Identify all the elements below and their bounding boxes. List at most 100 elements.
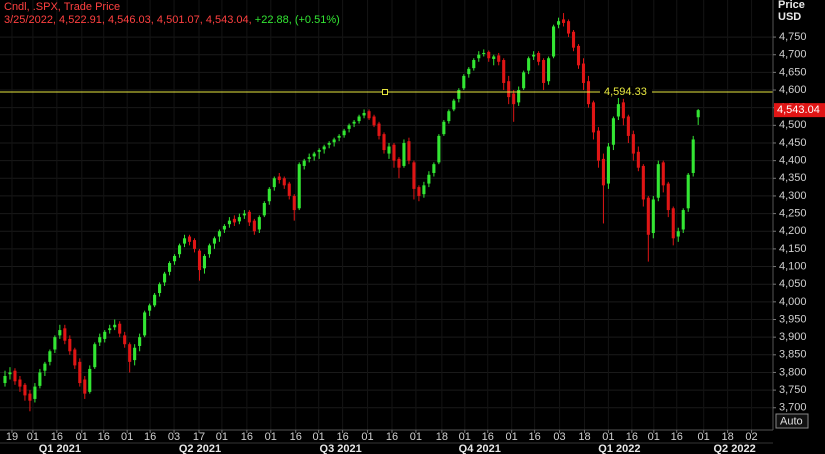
candle-body xyxy=(28,393,32,401)
candle-body xyxy=(138,337,142,346)
candle-body xyxy=(591,102,596,133)
y-tick-label: 4,750 xyxy=(779,31,807,43)
candle-body xyxy=(507,81,511,98)
candle-body xyxy=(23,384,27,396)
candle-body xyxy=(681,210,685,230)
candle-body xyxy=(38,372,42,386)
x-tick-label: 16 xyxy=(386,431,398,443)
candle-body xyxy=(322,146,326,150)
candle-body xyxy=(651,199,655,234)
x-axis: 19 01 16 01 16 01 16 03 17 01 16 01 16 01 16 01 16 01 18 01… xyxy=(6,430,758,454)
candle-body xyxy=(517,90,521,103)
legend-change: +22.88, (+0.51%) xyxy=(255,14,340,26)
candle-body xyxy=(247,211,251,223)
candle-body xyxy=(352,121,356,124)
y-tick-label: 4,200 xyxy=(779,225,807,237)
candle-body xyxy=(292,195,296,211)
auto-button-label[interactable]: Auto xyxy=(780,415,803,427)
candle-body xyxy=(676,231,680,237)
candle-body xyxy=(128,344,132,362)
candle-body xyxy=(217,231,221,237)
reference-label: 4,594.33 xyxy=(604,86,647,98)
candle-body xyxy=(212,238,216,244)
quarter-label: Q3 2021 xyxy=(320,443,362,454)
x-tick-label: 01 xyxy=(361,431,373,443)
candle-body xyxy=(307,157,311,159)
candle-body xyxy=(387,146,391,154)
legend-line: 3/25/2022, 4,522.91, 4,546.03, 4,501.07,… xyxy=(4,14,340,26)
candle-body xyxy=(397,158,401,168)
y-tick-label: 3,850 xyxy=(779,349,807,361)
candle-body xyxy=(158,284,162,294)
candle-body xyxy=(108,328,112,331)
candle-body xyxy=(462,75,466,89)
candle-body xyxy=(232,218,236,223)
candle-body xyxy=(177,245,182,255)
candle-body xyxy=(671,208,675,239)
candle-body xyxy=(18,379,22,387)
x-tick-label: 02 xyxy=(745,431,757,443)
candle-body xyxy=(666,183,670,211)
candle-body xyxy=(98,337,102,343)
y-tick-label: 4,400 xyxy=(779,155,807,167)
candle-body xyxy=(402,142,406,166)
x-tick-label: 01 xyxy=(27,431,39,443)
candle-body xyxy=(362,112,366,116)
candle-body xyxy=(437,135,441,163)
y-tick-label: 4,700 xyxy=(779,49,807,61)
y-axis-title: Price xyxy=(778,0,805,11)
x-tick-label: 01 xyxy=(602,431,614,443)
candle-body xyxy=(267,188,271,202)
candle-body xyxy=(118,323,122,334)
candle-body xyxy=(88,368,92,392)
candle-body xyxy=(337,135,341,138)
x-tick-label: 16 xyxy=(241,431,253,443)
candle-body xyxy=(452,100,456,110)
candle-body xyxy=(557,21,561,25)
candle-body xyxy=(192,240,197,249)
candle-body xyxy=(621,102,625,119)
candle-body xyxy=(477,54,481,59)
y-tick-label: 3,900 xyxy=(779,331,807,343)
candle-body xyxy=(611,118,615,145)
candle-body xyxy=(581,63,586,83)
legend-name: Cndl, .SPX, Trade Price xyxy=(4,1,120,13)
y-axis-unit: USD xyxy=(778,11,801,23)
legend-values: 3/25/2022, 4,522.91, 4,546.03, 4,501.07,… xyxy=(4,14,252,26)
x-tick-label: 16 xyxy=(671,431,683,443)
candle-body xyxy=(656,164,660,198)
y-tick-label: 4,500 xyxy=(779,119,807,131)
candle-body xyxy=(103,331,107,339)
x-tick-label: 16 xyxy=(626,431,638,443)
candle-body xyxy=(487,51,491,59)
y-tick-label: 4,150 xyxy=(779,243,807,255)
x-tick-label: 03 xyxy=(168,431,180,443)
candle-body xyxy=(626,116,630,136)
candle-body xyxy=(571,31,576,48)
x-tick-label: 18 xyxy=(436,431,448,443)
candle-body xyxy=(512,93,516,105)
candle-body xyxy=(257,217,261,230)
y-tick-label: 4,600 xyxy=(779,84,807,96)
candle-body xyxy=(497,55,501,62)
candle-body xyxy=(377,123,381,136)
candle-body xyxy=(427,174,431,184)
y-tick-label: 3,800 xyxy=(779,366,807,378)
y-tick-label: 4,300 xyxy=(779,190,807,202)
candle-body xyxy=(641,165,645,200)
x-tick-label: 16 xyxy=(51,431,63,443)
candle-body xyxy=(472,60,476,69)
candle-body xyxy=(222,225,226,230)
candle-body xyxy=(13,370,17,382)
auto-button[interactable] xyxy=(775,413,809,429)
candle-body xyxy=(601,158,605,186)
x-tick-label: 01 xyxy=(648,431,660,443)
candle-body xyxy=(422,185,426,195)
candle-body xyxy=(287,183,291,196)
candle-body xyxy=(3,375,7,384)
x-tick-label: 01 xyxy=(410,431,422,443)
reference-handle xyxy=(382,89,388,96)
candle-body xyxy=(616,104,620,117)
candle-body xyxy=(83,379,87,394)
candle-body xyxy=(272,178,276,188)
